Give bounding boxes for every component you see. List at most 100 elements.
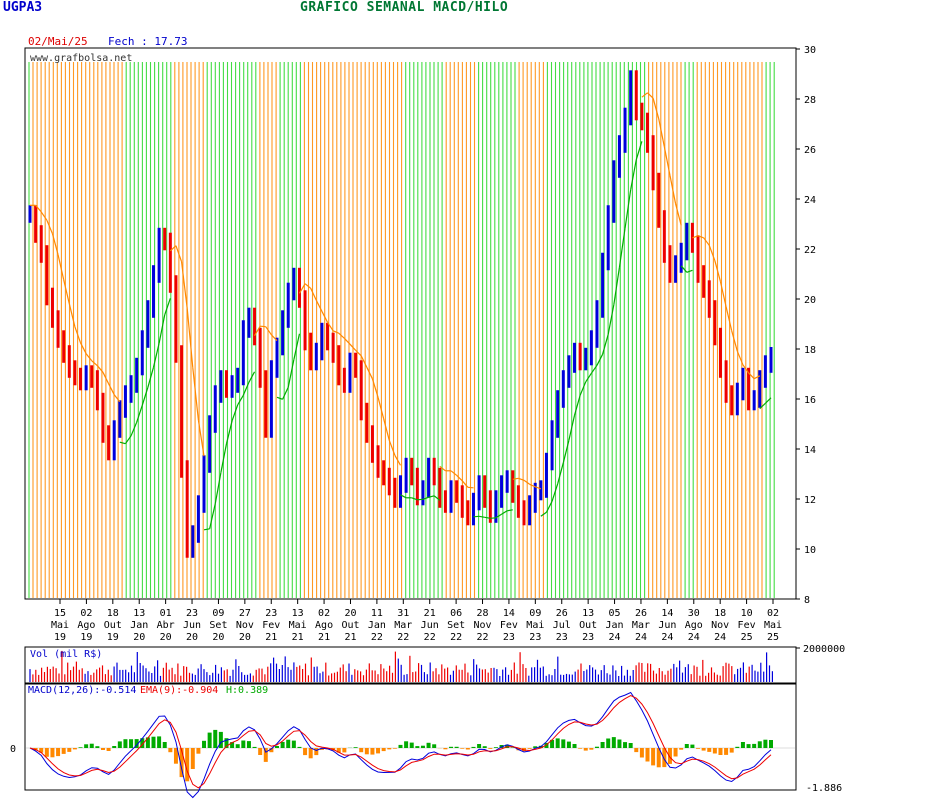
price-bars (28, 70, 773, 558)
macd-line (29, 691, 772, 799)
hilo-segment (579, 381, 587, 396)
y-tick-label: 18 (804, 345, 816, 356)
x-tick-label: 24 (661, 632, 673, 643)
hilo-segment (719, 281, 727, 307)
x-tick-label: 13 (582, 608, 594, 619)
x-tick-label: 31 (397, 608, 409, 619)
hilo-segment (276, 396, 283, 400)
hilo-segment (501, 510, 508, 515)
ema-label: EMA(9):-0.904 (140, 685, 218, 696)
hilo-segment (764, 397, 772, 404)
hilo-segment (714, 260, 722, 282)
hilo-segment (753, 375, 761, 380)
x-tick-label: 22 (450, 632, 462, 643)
price-y-axis: 30 28 26 24 22 20 18 16 14 12 10 8 (796, 45, 816, 606)
macd-min-tick: -1.886 (806, 783, 842, 794)
hilo-segment (197, 420, 205, 457)
hilo-segment (478, 515, 485, 518)
hilo-segment (214, 472, 222, 504)
hilo-segment (562, 440, 570, 463)
hilo-segment (169, 245, 177, 252)
hilo-segment (332, 330, 339, 334)
hilo-segment (119, 441, 126, 445)
hilo-segment (91, 360, 98, 367)
hilo-segment (394, 455, 402, 466)
y-tick-label: 10 (804, 545, 816, 556)
hilo-segment (282, 387, 289, 400)
hilo-segment (484, 516, 491, 519)
hilo-segment (108, 383, 115, 395)
hilo-segment (158, 314, 166, 344)
x-tick-label: Set (447, 620, 465, 631)
x-tick-label: 24 (688, 632, 700, 643)
hilo-segment (647, 92, 654, 99)
x-tick-label: 21 (318, 632, 330, 643)
hilo-segment (231, 404, 239, 421)
x-tick-label: Mar (632, 620, 650, 631)
x-tick-label: 23 (582, 632, 594, 643)
hilo-segment (680, 265, 688, 273)
x-tick-label: Fev (738, 620, 756, 631)
hilo-segment (203, 528, 210, 531)
hilo-segment (669, 175, 677, 204)
hilo-segment (433, 495, 441, 501)
x-tick-label: Out (341, 620, 359, 631)
x-tick-label: 11 (371, 608, 383, 619)
hilo-segment (456, 474, 463, 482)
hilo-segment (731, 330, 738, 352)
x-tick-label: Abr (157, 620, 175, 631)
x-tick-label: 09 (529, 608, 541, 619)
hilo-segment (147, 367, 155, 388)
macd-zero-tick: 0 (10, 744, 16, 755)
x-tick-label: 18 (107, 608, 119, 619)
hilo-segment (141, 387, 149, 406)
hilo-segment (68, 303, 76, 327)
hilo-segment (63, 279, 70, 304)
hilo-segment (136, 405, 143, 423)
hilo-segment (343, 337, 351, 345)
hilo-segment (327, 321, 334, 332)
hilo-segment (242, 382, 250, 396)
x-tick-label: Fev (500, 620, 518, 631)
hilo-segment (540, 511, 547, 517)
date-x-axis: 15Mai1902Ago1918Out1913Jan2001Abr2023Jun… (51, 599, 782, 643)
hilo-segment (46, 219, 54, 234)
x-tick-label: Mai (764, 620, 782, 631)
x-tick-label: Nov (711, 620, 729, 631)
x-tick-label: 20 (239, 632, 251, 643)
hilo-segment (507, 509, 513, 512)
x-tick-label: Ago (77, 620, 95, 631)
x-tick-label: Jun (183, 620, 201, 631)
x-tick-label: 23 (556, 632, 568, 643)
x-tick-label: Set (209, 620, 227, 631)
x-tick-label: Jan (368, 620, 386, 631)
x-tick-label: 21 (424, 608, 436, 619)
hilo-segment (338, 332, 345, 339)
hilo-segment (304, 283, 312, 289)
hilo-segment (545, 501, 553, 513)
x-tick-label: 20 (186, 632, 198, 643)
hilo-segment (535, 486, 542, 490)
hilo-segment (293, 333, 301, 360)
hilo-segment (607, 304, 615, 335)
hilo-segment (725, 306, 733, 331)
hilo-segment (523, 479, 530, 485)
hilo-segment (518, 477, 525, 481)
x-tick-label: 20 (344, 608, 356, 619)
volume-bars (29, 650, 774, 682)
y-tick-label: 12 (804, 495, 816, 506)
hilo-segment (321, 311, 329, 323)
x-tick-label: Jun (421, 620, 439, 631)
hilo-segment (512, 477, 519, 480)
hilo-segment (175, 245, 183, 262)
x-tick-label: 28 (476, 608, 488, 619)
x-tick-label: 14 (503, 608, 515, 619)
hilo-segment (568, 415, 576, 441)
hilo-segment (388, 440, 396, 456)
macd-panel: MACD(12,26):-0.514 EMA(9):-0.904 H:0.389… (10, 683, 842, 799)
x-tick-label: 23 (265, 608, 277, 619)
hilo-segment (686, 269, 693, 273)
x-tick-label: 05 (609, 608, 621, 619)
hilo-segment (265, 326, 272, 336)
hilo-segment (192, 367, 200, 421)
